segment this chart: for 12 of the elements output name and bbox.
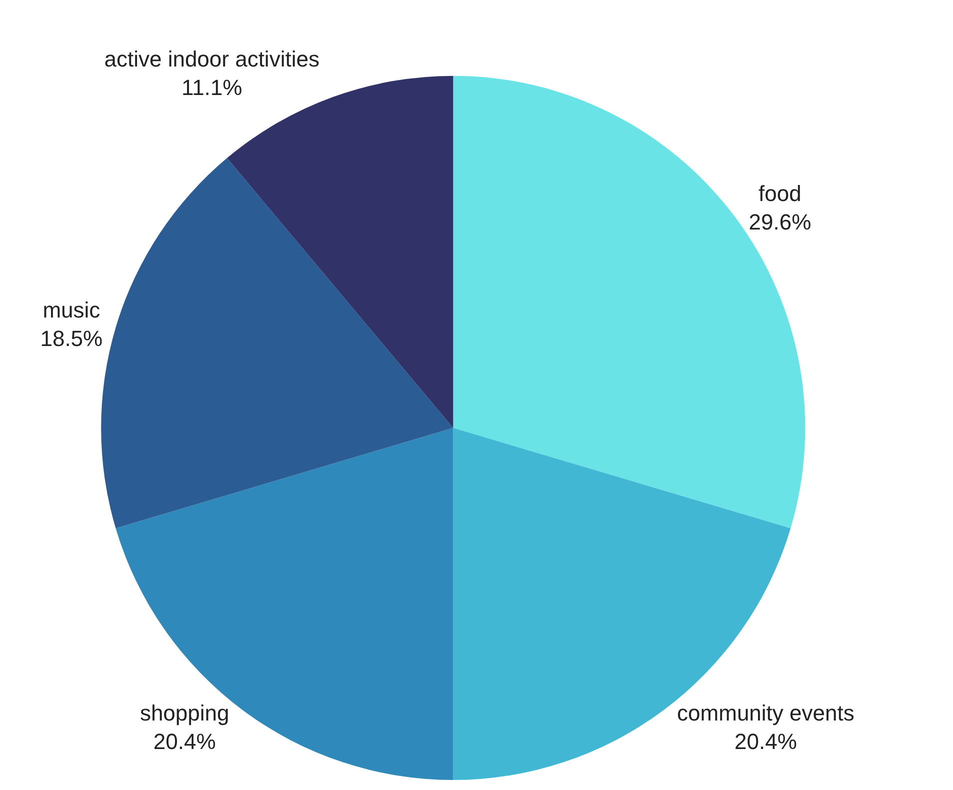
slice-label: active indoor activities: [104, 46, 320, 72]
data-label: 11.1%: [181, 75, 242, 100]
slice-label: food: [758, 181, 802, 206]
data-label: 29.6%: [748, 210, 812, 235]
slice-label: community events: [677, 700, 854, 726]
pie-slice: [101, 158, 454, 528]
data-label: 18.5%: [40, 326, 103, 352]
data-label: 20.4%: [153, 729, 216, 754]
pie-slice: [116, 428, 454, 780]
slice-label: music: [42, 297, 100, 322]
slice-label: shopping: [140, 700, 230, 726]
data-label: 20.4%: [734, 729, 797, 754]
